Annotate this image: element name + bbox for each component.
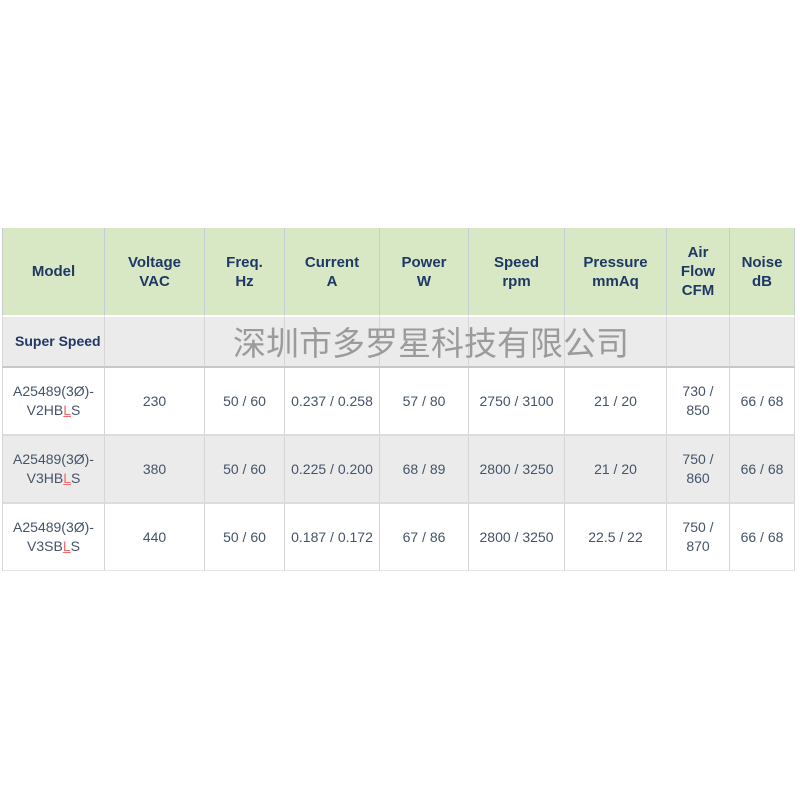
current-cell: 0.225 / 0.200 <box>285 436 380 504</box>
airflow-cell: 750 / 860 <box>667 436 730 504</box>
noise-cell: 66 / 68 <box>730 368 795 436</box>
voltage-cell: 440 <box>105 504 205 571</box>
airflow-top: 750 / <box>682 519 714 535</box>
speed-cell: 2800 / 3250 <box>469 504 565 571</box>
table-row: A25489(3Ø)- V3HBLS 380 50 / 60 0.225 / 0… <box>2 436 795 504</box>
model-line1: A25489(3Ø)- <box>13 451 94 467</box>
model-cell: A25489(3Ø)- V3HBLS <box>2 436 105 504</box>
col-header-current: Current A <box>285 228 380 317</box>
col-header-airflow: Air Flow CFM <box>667 228 730 317</box>
airflow-cell: 750 / 870 <box>667 504 730 571</box>
noise-cell: 66 / 68 <box>730 436 795 504</box>
model-line2-pre: V2HB <box>26 402 64 418</box>
col-header-model: Model <box>2 228 105 317</box>
col-header-freq: Freq. Hz <box>205 228 285 317</box>
airflow-bottom: 870 <box>686 538 710 554</box>
empty-cell <box>380 317 469 368</box>
power-cell: 57 / 80 <box>380 368 469 436</box>
col-header-voltage: Voltage VAC <box>105 228 205 317</box>
current-cell: 0.237 / 0.258 <box>285 368 380 436</box>
col-header-pressure: Pressure mmAq <box>565 228 667 317</box>
table-row: A25489(3Ø)- V3SBLS 440 50 / 60 0.187 / 0… <box>2 504 795 571</box>
model-highlight-letter: L <box>62 538 71 554</box>
model-line2-post: S <box>70 538 80 554</box>
model-highlight-letter: L <box>63 470 72 486</box>
freq-cell: 50 / 60 <box>205 368 285 436</box>
empty-cell <box>730 317 795 368</box>
model-line1: A25489(3Ø)- <box>13 383 94 399</box>
col-header-power: Power W <box>380 228 469 317</box>
specification-table: Model Voltage VAC Freq. Hz Current A Pow… <box>2 228 795 571</box>
airflow-bottom: 850 <box>686 402 710 418</box>
empty-cell <box>205 317 285 368</box>
section-row: Super Speed <box>2 317 795 368</box>
col-header-speed: Speed rpm <box>469 228 565 317</box>
airflow-cell: 730 / 850 <box>667 368 730 436</box>
airflow-top: 750 / <box>682 451 714 467</box>
noise-cell: 66 / 68 <box>730 504 795 571</box>
model-line2-post: S <box>71 470 81 486</box>
pressure-cell: 21 / 20 <box>565 436 667 504</box>
header-row: Model Voltage VAC Freq. Hz Current A Pow… <box>2 228 795 317</box>
model-line2-pre: V3SB <box>27 538 63 554</box>
voltage-cell: 230 <box>105 368 205 436</box>
freq-cell: 50 / 60 <box>205 436 285 504</box>
power-cell: 68 / 89 <box>380 436 469 504</box>
empty-cell <box>667 317 730 368</box>
pressure-cell: 22.5 / 22 <box>565 504 667 571</box>
pressure-cell: 21 / 20 <box>565 368 667 436</box>
model-cell: A25489(3Ø)- V2HBLS <box>2 368 105 436</box>
speed-cell: 2750 / 3100 <box>469 368 565 436</box>
current-cell: 0.187 / 0.172 <box>285 504 380 571</box>
empty-cell <box>565 317 667 368</box>
model-line1: A25489(3Ø)- <box>13 519 94 535</box>
airflow-bottom: 860 <box>686 470 710 486</box>
voltage-cell: 380 <box>105 436 205 504</box>
model-line2-post: S <box>71 402 81 418</box>
section-label: Super Speed <box>2 317 105 368</box>
empty-cell <box>285 317 380 368</box>
freq-cell: 50 / 60 <box>205 504 285 571</box>
empty-cell <box>105 317 205 368</box>
model-highlight-letter: L <box>63 402 72 418</box>
power-cell: 67 / 86 <box>380 504 469 571</box>
model-cell: A25489(3Ø)- V3SBLS <box>2 504 105 571</box>
airflow-top: 730 / <box>682 383 714 399</box>
model-line2-pre: V3HB <box>26 470 64 486</box>
empty-cell <box>469 317 565 368</box>
table-row: A25489(3Ø)- V2HBLS 230 50 / 60 0.237 / 0… <box>2 368 795 436</box>
col-header-noise: Noise dB <box>730 228 795 317</box>
speed-cell: 2800 / 3250 <box>469 436 565 504</box>
